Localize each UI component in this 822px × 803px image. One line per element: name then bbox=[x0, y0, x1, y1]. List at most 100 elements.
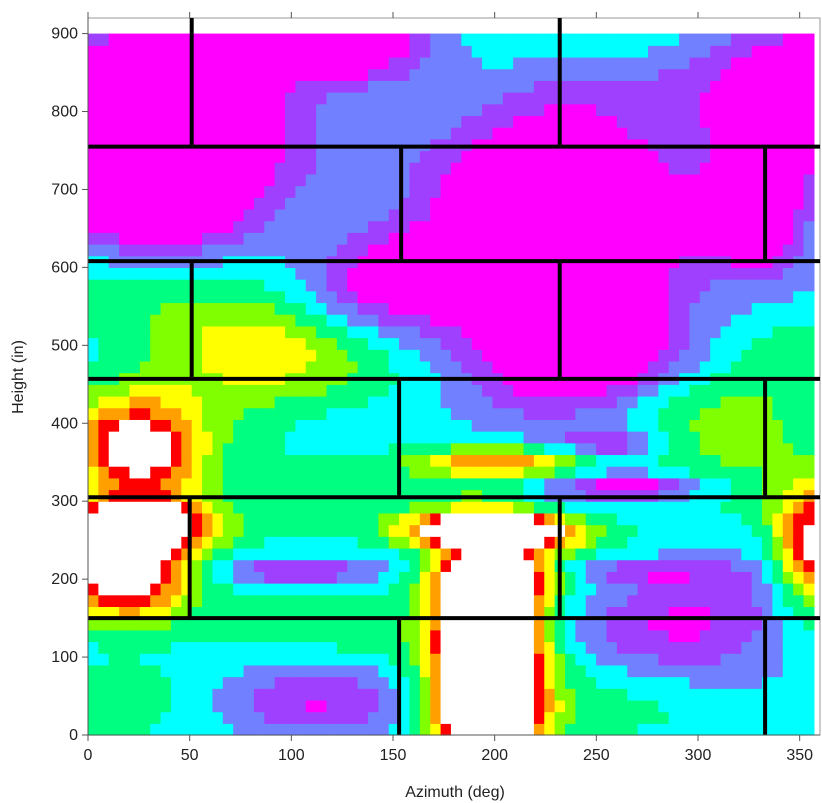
heatmap-cell bbox=[585, 267, 597, 280]
heatmap-cell bbox=[782, 80, 794, 93]
heatmap-cell bbox=[419, 337, 431, 350]
heatmap-cell bbox=[647, 232, 659, 245]
heatmap-cell bbox=[409, 244, 421, 257]
heatmap-cell bbox=[388, 173, 400, 187]
heatmap-cell bbox=[720, 629, 732, 643]
heatmap-cell bbox=[762, 641, 774, 654]
heatmap-cell bbox=[378, 267, 390, 280]
heatmap-cell bbox=[461, 349, 473, 362]
heatmap-cell bbox=[139, 173, 151, 187]
heatmap-cell bbox=[762, 688, 774, 701]
heatmap-cell bbox=[492, 641, 504, 654]
heatmap-cell bbox=[471, 547, 483, 561]
heatmap-cell bbox=[285, 723, 296, 736]
heatmap-cell bbox=[98, 407, 110, 420]
heatmap-cell bbox=[668, 559, 680, 572]
heatmap-cell bbox=[751, 68, 763, 81]
heatmap-cell bbox=[616, 512, 628, 526]
heatmap-cell bbox=[181, 314, 193, 327]
heatmap-cell bbox=[222, 92, 234, 105]
heatmap-cell bbox=[647, 606, 659, 619]
heatmap-cell bbox=[419, 185, 431, 198]
heatmap-cell bbox=[264, 127, 276, 140]
heatmap-cell bbox=[191, 688, 203, 701]
heatmap-cell bbox=[461, 431, 473, 444]
heatmap-cell bbox=[482, 232, 494, 245]
heatmap-cell bbox=[492, 45, 504, 58]
heatmap-cell bbox=[668, 325, 680, 339]
heatmap-cell bbox=[357, 395, 369, 409]
heatmap-cell bbox=[233, 33, 245, 46]
heatmap-cell bbox=[637, 115, 649, 128]
heatmap-cell bbox=[388, 103, 400, 117]
heatmap-cell bbox=[419, 559, 431, 572]
heatmap-cell bbox=[233, 606, 245, 619]
heatmap-cell bbox=[658, 162, 670, 175]
heatmap-cell bbox=[409, 325, 421, 339]
heatmap-cell bbox=[367, 723, 379, 736]
heatmap-cell bbox=[202, 629, 214, 643]
heatmap-cell bbox=[616, 314, 628, 327]
heatmap-cell bbox=[762, 150, 774, 163]
heatmap-cell bbox=[772, 68, 784, 81]
heatmap-cell bbox=[751, 606, 763, 619]
heatmap-cell bbox=[668, 173, 680, 187]
heatmap-cell bbox=[554, 150, 566, 163]
heatmap-cell bbox=[440, 547, 452, 561]
heatmap-cell bbox=[88, 454, 99, 467]
heatmap-cell bbox=[699, 173, 711, 187]
heatmap-cell bbox=[751, 45, 763, 58]
heatmap-cell bbox=[658, 80, 670, 93]
heatmap-cell bbox=[751, 653, 763, 666]
heatmap-cell bbox=[419, 290, 431, 304]
heatmap-cell bbox=[191, 127, 203, 140]
heatmap-cell bbox=[699, 419, 711, 432]
heatmap-cell bbox=[367, 103, 379, 117]
heatmap-cell bbox=[129, 220, 141, 233]
heatmap-cell bbox=[191, 314, 203, 327]
heatmap-cell bbox=[119, 407, 131, 420]
heatmap-cell bbox=[440, 92, 452, 105]
heatmap-cell bbox=[647, 618, 659, 631]
heatmap-cell bbox=[316, 512, 328, 526]
heatmap-cell bbox=[440, 150, 452, 163]
heatmap-cell bbox=[347, 162, 359, 175]
heatmap-cell bbox=[440, 442, 452, 456]
heatmap-cell bbox=[139, 314, 151, 327]
heatmap-cell bbox=[554, 232, 566, 245]
heatmap-cell bbox=[689, 466, 701, 479]
heatmap-cell bbox=[450, 618, 462, 631]
heatmap-cell bbox=[710, 547, 722, 561]
heatmap-cell bbox=[585, 653, 597, 666]
heatmap-cell bbox=[482, 115, 494, 128]
heatmap-cell bbox=[295, 244, 307, 257]
heatmap-cell bbox=[523, 688, 535, 701]
heatmap-cell bbox=[616, 68, 628, 81]
heatmap-cell bbox=[129, 314, 141, 327]
heatmap-cell bbox=[264, 512, 276, 526]
heatmap-cell bbox=[450, 653, 462, 666]
heatmap-cell bbox=[181, 185, 193, 198]
heatmap-cell bbox=[544, 150, 556, 163]
heatmap-cell bbox=[409, 80, 421, 93]
heatmap-cell bbox=[181, 664, 193, 678]
heatmap-cell bbox=[699, 571, 711, 584]
heatmap-cell bbox=[336, 115, 348, 128]
heatmap-cell bbox=[357, 56, 369, 70]
heatmap-cell bbox=[565, 290, 576, 304]
heatmap-cell bbox=[482, 244, 494, 257]
heatmap-cell bbox=[388, 290, 400, 304]
heatmap-cell bbox=[367, 208, 379, 222]
heatmap-cell bbox=[336, 150, 348, 163]
heatmap-cell bbox=[336, 208, 348, 222]
heatmap-cell bbox=[544, 314, 556, 327]
heatmap-cell bbox=[627, 208, 639, 222]
heatmap-cell bbox=[119, 524, 131, 537]
heatmap-cell bbox=[191, 185, 203, 198]
heatmap-cell bbox=[139, 232, 151, 245]
heatmap-cell bbox=[181, 676, 193, 689]
heatmap-cell bbox=[596, 384, 608, 397]
heatmap-cell bbox=[295, 699, 307, 713]
heatmap-cell bbox=[409, 583, 421, 596]
heatmap-cell bbox=[347, 641, 359, 654]
